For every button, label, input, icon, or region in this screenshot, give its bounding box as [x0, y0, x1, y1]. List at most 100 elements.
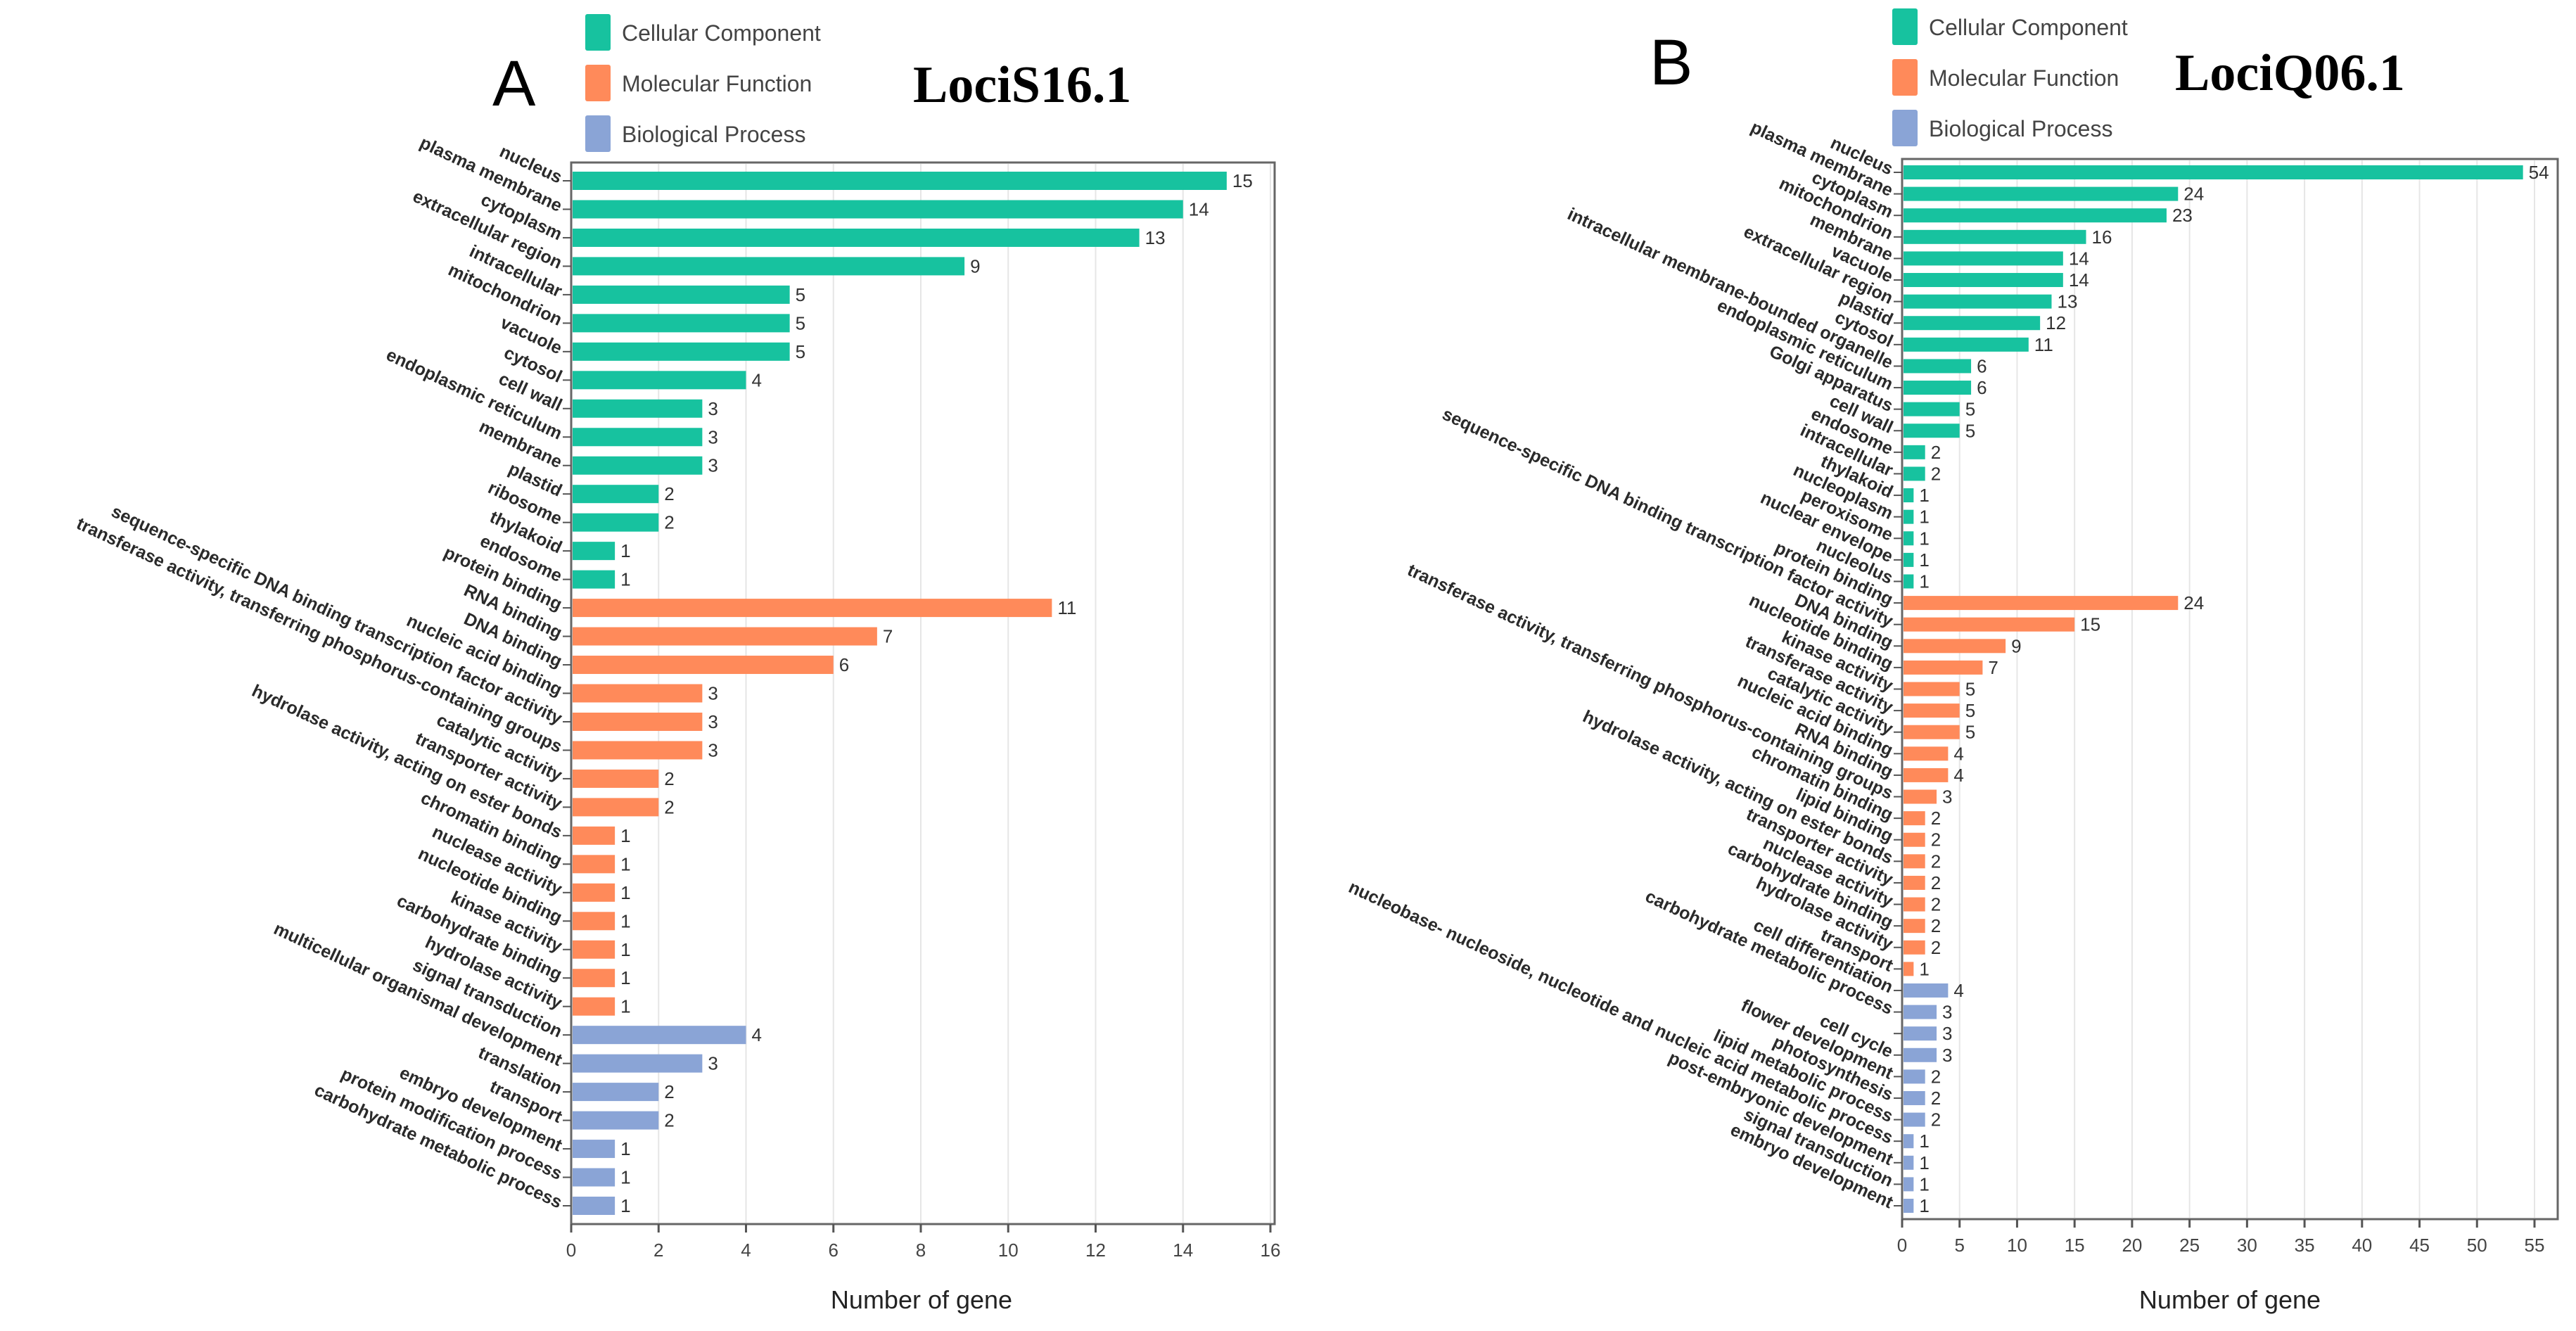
bar-value-label: 2 [1931, 463, 1941, 484]
bar-value-label: 1 [620, 853, 630, 874]
bar [1904, 897, 1925, 912]
bar [1904, 466, 1925, 481]
bar [573, 656, 834, 675]
bar-value-label: 1 [620, 967, 630, 988]
plot-area [1901, 158, 2559, 1221]
bar-value-label: 3 [1942, 1023, 1952, 1044]
bar [573, 940, 616, 959]
x-tick-label: 45 [2409, 1235, 2430, 1256]
bar [1904, 832, 1925, 847]
legend-label: Molecular Function [1929, 65, 2119, 91]
bar [1904, 1026, 1937, 1041]
bar-value-label: 13 [2057, 291, 2077, 312]
chart-panel-a: A LociS16.1 Cellular Component Molecular Fu… [73, 14, 1280, 1314]
bar [1904, 359, 1972, 374]
x-tick-label: 5 [1954, 1235, 1964, 1256]
bar [1904, 574, 1914, 589]
bar-value-label: 23 [2172, 205, 2193, 226]
bar-value-label: 3 [708, 426, 718, 447]
legend-swatch [585, 14, 611, 51]
bar [1904, 488, 1914, 503]
x-tick-label: 14 [1173, 1240, 1193, 1261]
bar-value-label: 11 [1057, 597, 1076, 618]
bar [1904, 983, 1949, 998]
bar [573, 969, 616, 988]
x-tick-label: 10 [2007, 1235, 2027, 1256]
bar-value-label: 1 [620, 1195, 630, 1216]
legend-item: Cellular Component [1892, 8, 2128, 45]
bar-value-label: 1 [620, 825, 630, 846]
x-tick-label: 15 [2065, 1235, 2085, 1256]
bar [573, 855, 616, 874]
bar-value-label: 1 [1919, 958, 1929, 979]
bar-value-label: 15 [2080, 614, 2100, 635]
bar [573, 485, 659, 504]
bar [1904, 789, 1937, 804]
bar [1904, 165, 2523, 179]
bar [1904, 273, 2063, 288]
bar-value-label: 2 [1931, 829, 1941, 851]
bar-value-label: 1 [620, 939, 630, 960]
bar-value-label: 1 [620, 569, 630, 590]
bar-value-label: 14 [1189, 198, 1209, 219]
bar-value-label: 7 [883, 626, 893, 647]
bar-value-label: 9 [970, 255, 980, 276]
legend-label: Biological Process [1929, 116, 2112, 141]
bar [1904, 337, 2029, 352]
bar [1904, 811, 1925, 826]
x-tick-label: 4 [741, 1240, 751, 1261]
bar [573, 769, 659, 788]
bar-value-label: 11 [2034, 334, 2053, 355]
bar [1904, 1090, 1925, 1105]
bar [573, 228, 1140, 247]
bar [1904, 552, 1914, 567]
panel-letter: B [1650, 27, 1692, 98]
bar [1904, 381, 1972, 395]
bar-value-label: 4 [1953, 743, 1963, 764]
bar [1904, 768, 1949, 782]
bar [1904, 1069, 1925, 1084]
bar [1904, 725, 1960, 739]
bar-value-label: 13 [1145, 227, 1166, 248]
bar-value-label: 2 [664, 768, 674, 789]
bar [573, 627, 877, 646]
bar [573, 542, 616, 561]
legend-item: Biological Process [1892, 110, 2112, 146]
bar-value-label: 5 [796, 284, 805, 305]
bar [1904, 919, 1925, 934]
bar [573, 285, 790, 304]
bar-value-label: 2 [1931, 851, 1941, 872]
bar [1904, 251, 2063, 266]
bar-value-label: 3 [708, 739, 718, 760]
bar-value-label: 24 [2183, 184, 2204, 205]
x-tick-label: 0 [1897, 1235, 1907, 1256]
panel-letter: A [492, 48, 536, 120]
bar-value-label: 2 [1931, 915, 1941, 936]
bar-value-label: 2 [1931, 442, 1941, 463]
bar [573, 513, 659, 532]
bar [573, 371, 746, 390]
bar-value-label: 1 [620, 1167, 630, 1188]
bar [573, 712, 703, 731]
bar-value-label: 5 [1965, 679, 1975, 700]
chart-panel-b: B LociQ06.1 Cellular Component Molecular Fu… [1346, 8, 2559, 1314]
legend-item: Cellular Component [585, 14, 821, 51]
bar [1904, 1047, 1937, 1062]
bar-value-label: 7 [1988, 657, 1998, 678]
bar-value-label: 5 [796, 341, 805, 362]
bar [1904, 316, 2041, 331]
bar-value-label: 1 [620, 910, 630, 931]
bar-value-label: 2 [664, 1110, 674, 1131]
bar [1904, 424, 1960, 438]
bar-value-label: 6 [839, 654, 849, 675]
bar-value-label: 15 [1232, 170, 1253, 191]
bar [1904, 746, 1949, 761]
bar [573, 741, 703, 760]
bar [573, 456, 703, 475]
bar [573, 1111, 659, 1130]
bar-value-label: 6 [1977, 377, 1987, 398]
bar-value-label: 3 [708, 398, 718, 419]
bar-value-label: 4 [752, 369, 762, 390]
bar-value-label: 2 [1931, 937, 1941, 958]
bar-value-label: 4 [1953, 980, 1963, 1001]
